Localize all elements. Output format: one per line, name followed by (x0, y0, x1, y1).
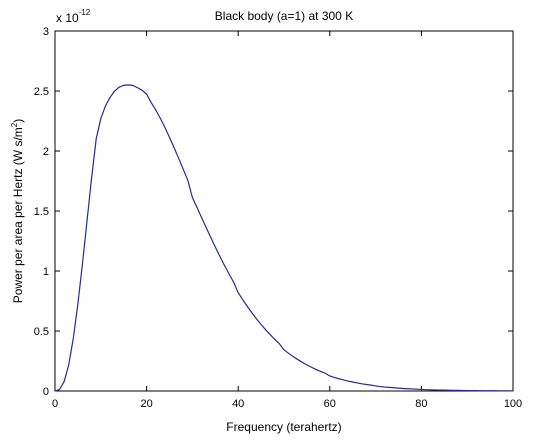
y-tick-label: 2 (43, 146, 49, 158)
y-tick-label: 1.5 (34, 206, 49, 218)
x-tick-label: 80 (415, 398, 427, 410)
y-tick-label: 3 (43, 26, 49, 38)
y-tick-label: 0.5 (34, 326, 49, 338)
x-tick-label: 0 (52, 398, 58, 410)
x-tick-label: 20 (140, 398, 152, 410)
y-axis-label-close: ) (11, 119, 25, 123)
y-axis-multiplier: x 10-12 (56, 8, 91, 25)
y-tick-label: 0 (43, 386, 49, 398)
x-axis-ticks: 0 20 40 60 80 100 (52, 31, 522, 410)
x-tick-label: 100 (504, 398, 522, 410)
y-tick-label: 2.5 (34, 86, 49, 98)
chart-title: Black body (a=1) at 300 K (215, 9, 353, 23)
y-axis-multiplier-exponent: -12 (79, 8, 91, 17)
series-line (54, 84, 514, 392)
y-axis-label-text: Power per area per Hertz (W s/m (11, 127, 25, 303)
x-tick-label: 40 (232, 398, 244, 410)
x-tick-label: 60 (324, 398, 336, 410)
y-axis-multiplier-base: x 10 (56, 11, 79, 25)
y-axis-label: Power per area per Hertz (W s/m2) (10, 119, 25, 304)
y-tick-label: 1 (43, 266, 49, 278)
x-axis-label: Frequency (terahertz) (226, 420, 341, 434)
y-axis-label-superscript: 2 (10, 122, 19, 127)
y-axis-ticks: 0 0.5 1 1.5 2 2.5 3 (34, 26, 513, 398)
